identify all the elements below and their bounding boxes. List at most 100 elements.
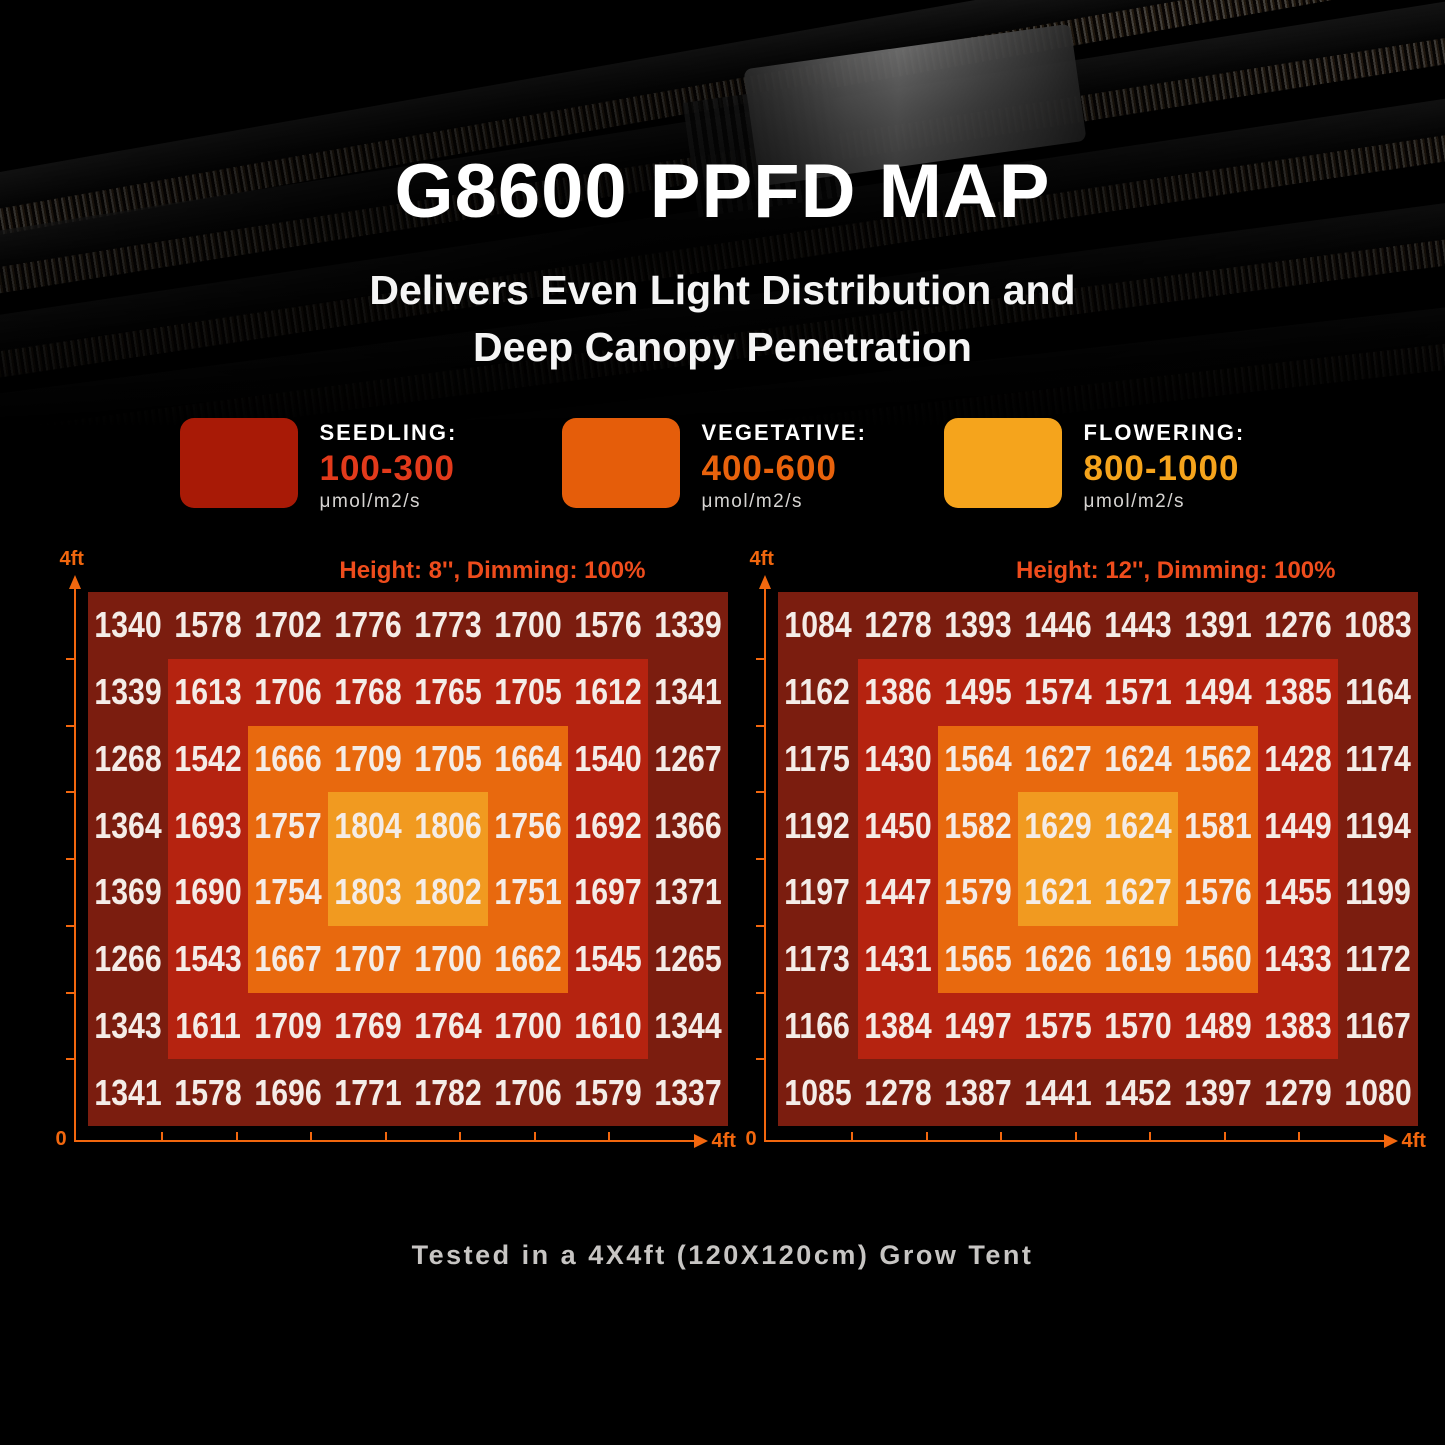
ppfd-value: 1692: [574, 804, 642, 846]
ppfd-cell: 1452: [1097, 1059, 1178, 1126]
x-axis-tick: [533, 1132, 536, 1140]
ppfd-value: 1771: [334, 1071, 402, 1113]
ppfd-value: 1175: [784, 737, 851, 779]
ppfd-cell: 1455: [1258, 859, 1339, 926]
ppfd-cell: 1624: [1097, 725, 1178, 793]
ppfd-value: 1450: [864, 804, 932, 846]
ppfd-cell: 1697: [568, 859, 649, 926]
ppfd-cell: 1764: [407, 992, 488, 1060]
ppfd-cell: 1707: [327, 925, 408, 993]
ppfd-cell: 1629: [1017, 792, 1098, 859]
ppfd-value: 1756: [494, 804, 562, 846]
ppfd-cell: 1385: [1258, 658, 1339, 726]
ppfd-value: 1443: [1104, 604, 1172, 646]
ppfd-value: 1386: [864, 671, 932, 713]
vegetative-color-swatch: [561, 418, 680, 508]
ppfd-value: 1339: [93, 671, 162, 713]
ppfd-cell: 1705: [407, 725, 488, 793]
x-axis-right-label: 4ft: [1401, 1130, 1426, 1152]
ppfd-value: 1707: [334, 938, 402, 980]
ppfd-value: 1337: [654, 1071, 722, 1113]
y-axis-tick: [755, 657, 764, 660]
ppfd-value: 1397: [1184, 1071, 1252, 1113]
x-axis-tick: [310, 1132, 312, 1140]
ppfd-cell: 1626: [1017, 925, 1098, 993]
ppfd-cell: 1804: [327, 792, 408, 859]
ppfd-cell: 1337: [648, 1059, 729, 1126]
ppfd-value: 1751: [494, 871, 562, 913]
ppfd-cell: 1802: [407, 859, 488, 926]
ppfd-value: 1706: [254, 671, 322, 713]
ppfd-cell: 1576: [1177, 859, 1259, 926]
ppfd-value: 1383: [1264, 1004, 1332, 1046]
ppfd-value: 1700: [494, 604, 562, 646]
ppfd-cell: 1397: [1177, 1059, 1259, 1126]
ppfd-value: 1700: [494, 1004, 562, 1046]
ppfd-cell: 1341: [648, 658, 729, 726]
ppfd-cell: 1433: [1258, 925, 1339, 993]
ppfd-cell: 1369: [87, 859, 168, 926]
ppfd-value: 1768: [334, 671, 402, 713]
ppfd-cell: 1574: [1017, 658, 1098, 726]
ppfd-cell: 1266: [87, 925, 168, 993]
ppfd-value: 1495: [944, 671, 1012, 713]
y-axis-line: [73, 588, 76, 1142]
legend: SEEDLING: 100-300 μmol/m2/s VEGETATIVE: …: [179, 418, 1266, 513]
ppfd-cell: 1705: [487, 658, 569, 726]
ppfd-value: 1570: [1104, 1004, 1172, 1046]
ppfd-value: 1613: [174, 671, 242, 713]
ppfd-value: 1278: [864, 604, 932, 646]
ppfd-value: 1268: [93, 737, 162, 779]
ppfd-value: 1621: [1024, 871, 1092, 913]
ppfd-value: 1433: [1264, 938, 1332, 980]
ppfd-value: 1542: [174, 737, 242, 779]
origin-label: 0: [745, 1128, 757, 1150]
ppfd-cell: 1443: [1097, 592, 1178, 659]
ppfd-cell: 1571: [1097, 658, 1178, 726]
ppfd-cell: 1756: [487, 792, 569, 859]
ppfd-value: 1582: [944, 804, 1012, 846]
ppfd-value: 1385: [1264, 671, 1332, 713]
y-axis-tick: [65, 724, 74, 727]
ppfd-value: 1560: [1184, 938, 1252, 980]
ppfd-value: 1564: [944, 737, 1012, 779]
ppfd-value: 1452: [1104, 1071, 1172, 1113]
y-axis-tick: [755, 1058, 764, 1061]
y-axis-tick: [65, 1058, 74, 1061]
ppfd-value: 1804: [334, 804, 402, 846]
ppfd-value: 1696: [254, 1071, 322, 1113]
ppfd-value: 1610: [574, 1004, 642, 1046]
ppfd-cell: 1806: [407, 792, 488, 859]
ppfd-cell: 1175: [777, 725, 858, 793]
ppfd-cell: 1172: [1338, 925, 1419, 993]
ppfd-cell: 1693: [167, 792, 248, 859]
ppfd-value: 1562: [1184, 737, 1252, 779]
ppfd-cell: 1084: [777, 592, 858, 659]
ppfd-cell: 1621: [1017, 859, 1098, 926]
ppfd-value: 1667: [254, 938, 322, 980]
y-axis-tick: [65, 791, 74, 794]
ppfd-cell: 1387: [937, 1059, 1018, 1126]
x-axis-arrow-icon: [1383, 1134, 1398, 1148]
ppfd-value: 1706: [494, 1071, 562, 1113]
ppfd-cell: 1267: [648, 725, 729, 793]
chart-title: Height: 12'', Dimming: 100%: [1016, 557, 1336, 584]
ppfd-value: 1162: [784, 671, 851, 713]
y-axis-top-label: 4ft: [749, 548, 774, 570]
ppfd-cell: 1173: [777, 925, 858, 993]
y-axis-line: [763, 588, 766, 1142]
ppfd-cell: 1431: [857, 925, 938, 993]
legend-item-seedling: SEEDLING: 100-300 μmol/m2/s: [179, 418, 502, 513]
ppfd-cell: 1757: [247, 792, 328, 859]
ppfd-cell: 1166: [777, 992, 858, 1060]
ppfd-cell: 1343: [87, 992, 168, 1060]
ppfd-value: 1700: [414, 938, 482, 980]
ppfd-cell: 1576: [568, 592, 649, 659]
ppfd-cell: 1782: [407, 1059, 488, 1126]
ppfd-value: 1279: [1264, 1071, 1332, 1113]
ppfd-value: 1806: [414, 804, 482, 846]
x-axis-tick: [608, 1132, 610, 1140]
seedling-color-swatch: [179, 418, 298, 508]
ppfd-value: 1624: [1104, 737, 1172, 779]
ppfd-heatmap-grid: 1340 1578 1702 1776 1773 1700 1576 1339 1339 1613…: [87, 592, 729, 1126]
